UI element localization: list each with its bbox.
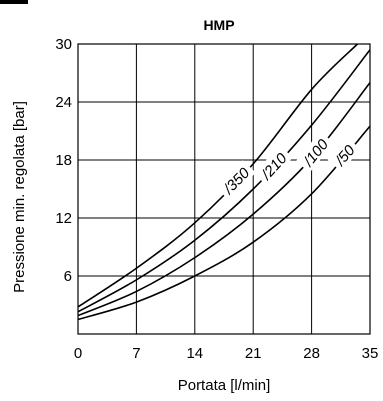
- y-tick-label: 18: [55, 152, 72, 169]
- curve-50: [77, 125, 371, 321]
- y-axis-label: Pressione min. regolata [bar]: [11, 101, 28, 293]
- curve-layer: /350/210/100/50: [77, 43, 371, 321]
- x-tick-label: 0: [74, 345, 82, 362]
- y-tick-label: 24: [55, 94, 72, 111]
- y-tick-label: 30: [55, 36, 72, 53]
- curve-210: [77, 49, 371, 313]
- curve-350: [77, 43, 359, 308]
- curve-label-group: /210: [253, 145, 293, 186]
- y-tick-label: 6: [64, 268, 72, 285]
- x-tick-label: 35: [362, 345, 379, 362]
- curve-label-bg: [327, 137, 361, 172]
- plot-frame: [77, 43, 371, 335]
- y-tick-label: 12: [55, 210, 72, 227]
- curve-label-bg: [215, 160, 256, 200]
- x-tick-label: 21: [245, 345, 262, 362]
- chart-title: HMP: [203, 17, 234, 33]
- tick-layer: 0 7 14 21 28 35 6 12 18 24 30: [55, 36, 378, 362]
- curve-100: [77, 82, 371, 317]
- curve-label-bg: [253, 145, 293, 186]
- x-tick-label: 28: [303, 345, 320, 362]
- curve-label-bg: [295, 131, 335, 173]
- x-axis-label: Portata [l/min]: [178, 377, 271, 394]
- corner-mark: [0, 0, 28, 4]
- x-tick-label: 7: [132, 345, 140, 362]
- x-tick-label: 14: [186, 345, 203, 362]
